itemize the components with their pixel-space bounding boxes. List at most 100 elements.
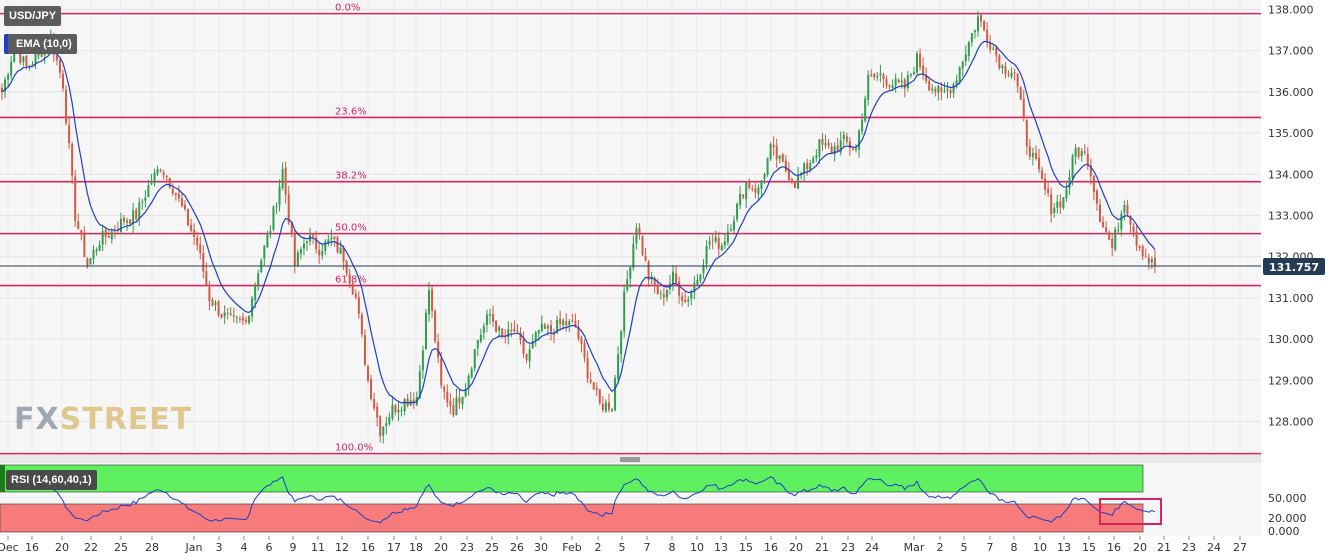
- candle-body: [833, 146, 836, 155]
- candle-body: [1117, 229, 1120, 231]
- candle-body: [916, 53, 918, 73]
- candle-body: [592, 382, 595, 390]
- ema-label: EMA (10,0): [16, 38, 72, 50]
- candle-body: [455, 397, 458, 416]
- candle-body: [31, 64, 34, 66]
- candle-body: [708, 240, 711, 245]
- candle-body: [458, 397, 461, 403]
- candle-body: [568, 321, 571, 325]
- candle-body: [473, 348, 476, 369]
- candle-body: [83, 232, 86, 258]
- candle-body: [421, 350, 424, 371]
- candle-body: [110, 231, 113, 240]
- candle-body: [388, 417, 391, 424]
- candle-body: [1105, 227, 1108, 233]
- symbol-label: USD/JPY: [9, 10, 57, 22]
- candle-body: [123, 217, 125, 222]
- candle-body: [162, 172, 165, 176]
- candle-body: [995, 47, 998, 56]
- panel-resize-handle[interactable]: [620, 457, 640, 462]
- candle-body: [595, 387, 598, 390]
- candle-body: [797, 175, 800, 189]
- candle-body: [156, 169, 159, 174]
- rsi-label: RSI (14,60,40,1): [11, 474, 92, 486]
- candle-body: [89, 258, 92, 265]
- candle-body: [1010, 73, 1013, 77]
- time-tick: 23: [460, 541, 474, 554]
- candle-body: [781, 154, 784, 162]
- candle-body: [1111, 238, 1114, 249]
- candle-body: [1086, 154, 1089, 165]
- time-tick: 20: [55, 541, 69, 554]
- candle-body: [1123, 205, 1126, 213]
- candle-body: [28, 65, 31, 67]
- candle-body: [998, 55, 1001, 69]
- candle-body: [736, 203, 739, 220]
- candle-body: [742, 194, 745, 198]
- time-tick: 9: [290, 541, 297, 554]
- time-tick: 2: [937, 541, 944, 554]
- candle-body: [74, 176, 77, 221]
- candle-body: [1144, 256, 1147, 258]
- candle-body: [513, 328, 516, 332]
- candle-body: [949, 90, 952, 94]
- candle-body: [58, 59, 61, 73]
- time-tick: 11: [311, 541, 325, 554]
- candle-body: [1065, 188, 1068, 199]
- candle-body: [135, 209, 138, 220]
- time-tick: Jan: [185, 541, 203, 554]
- fib-label: 0.0%: [335, 3, 360, 14]
- time-tick: 16: [764, 541, 778, 554]
- candle-body: [751, 188, 754, 190]
- candle-body: [464, 388, 467, 396]
- candle-body: [906, 75, 909, 89]
- candle-body: [748, 181, 751, 188]
- time-tick: 2: [595, 541, 602, 554]
- candle-body: [184, 204, 186, 209]
- candle-body: [757, 187, 760, 194]
- candle-body: [281, 168, 284, 188]
- candle-body: [699, 274, 702, 281]
- time-tick: 5: [961, 541, 968, 554]
- candle-body: [604, 402, 607, 412]
- candle-body: [1120, 213, 1123, 230]
- time-tick: 30: [534, 541, 548, 554]
- candle-body: [467, 375, 470, 388]
- candle-body: [534, 332, 537, 342]
- candle-body: [461, 396, 464, 405]
- candle-body: [812, 158, 815, 164]
- candle-body: [211, 299, 214, 306]
- candle-body: [754, 188, 757, 193]
- symbol-badge[interactable]: USD/JPY: [4, 6, 62, 26]
- candle-body: [717, 237, 720, 250]
- candle-body: [818, 139, 821, 157]
- ema-badge[interactable]: EMA (10,0): [4, 34, 77, 54]
- candle-body: [1050, 194, 1053, 215]
- candle-body: [431, 289, 434, 311]
- time-tick: 12: [335, 541, 349, 554]
- time-tick: 20: [789, 541, 803, 554]
- time-tick: Mar: [904, 541, 925, 554]
- rsi-badge[interactable]: RSI (14,60,40,1): [6, 470, 97, 490]
- candle-body: [507, 329, 510, 338]
- price-tick: 135.000: [1268, 127, 1314, 140]
- candle-body: [546, 326, 549, 329]
- time-tick: 22: [84, 541, 98, 554]
- candle-body: [1044, 178, 1047, 190]
- time-tick: 25: [114, 541, 128, 554]
- candle-body: [80, 229, 83, 234]
- price-badge: 131.757: [1269, 261, 1319, 274]
- candle-body: [1025, 119, 1028, 147]
- candle-body: [360, 314, 363, 335]
- candle-body: [879, 73, 882, 76]
- candle-body: [763, 174, 766, 180]
- candle-body: [452, 405, 455, 416]
- candle-body: [665, 289, 668, 298]
- candle-body: [851, 148, 854, 150]
- candle-body: [870, 74, 873, 76]
- candle-body: [220, 314, 223, 318]
- candle-body: [284, 167, 287, 195]
- candle-body: [574, 320, 577, 327]
- price-tick: 133.000: [1268, 210, 1314, 223]
